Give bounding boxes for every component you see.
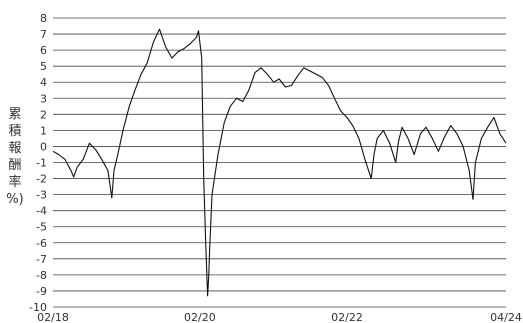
y-tick-label: -4 [36,205,47,218]
y-axis-label-char: %) [6,192,23,207]
x-tick-label: 02/18 [37,311,69,323]
x-tick-labels: 02/18 02/20 02/22 04/24 [37,311,522,323]
y-tick-label: 3 [40,92,47,105]
x-tick-label: 02/20 [184,311,216,323]
y-tick-label: 4 [40,76,47,89]
y-tick-label: -1 [36,157,47,170]
y-tick-label: -3 [36,189,47,202]
y-tick-label: -7 [36,253,47,266]
y-tick-label: -2 [36,173,47,186]
y-tick-label: 8 [40,12,47,25]
y-tick-label: 0 [40,140,47,153]
y-axis-label-char: 率 [8,174,21,190]
y-tick-label: -8 [36,269,47,282]
y-tick-label: -9 [36,285,47,298]
y-axis-label-char: 累 [8,107,21,122]
y-axis-label-char: 積 [8,124,21,139]
y-tick-label: 1 [40,124,47,137]
y-axis-label-char: 報 [8,141,21,156]
y-tick-label: -10 [29,301,47,314]
y-tick-label: -6 [36,237,47,250]
y-tick-label: 7 [40,28,47,41]
gridlines [53,17,506,308]
y-tick-label: -5 [36,221,47,234]
x-tick-label: 02/22 [331,311,363,323]
series-line [52,28,507,297]
y-axis-label-char: 酬 [8,158,21,173]
x-tick-label: 04/24 [490,311,522,323]
y-tick-label: 5 [40,60,47,73]
y-tick-labels: 8 7 6 5 4 3 2 1 0 -1 -2 -3 -4 -5 -6 -7 -8 -9 -10 [29,12,47,314]
y-tick-label: 2 [40,108,47,121]
y-tick-label: 6 [40,44,47,57]
